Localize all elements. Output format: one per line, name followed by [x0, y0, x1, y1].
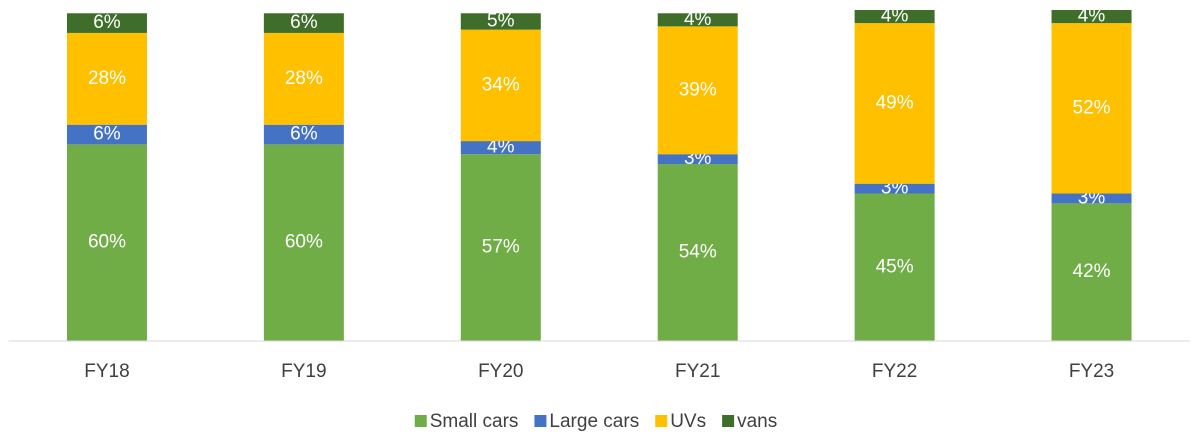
value-label: 4%: [881, 6, 909, 27]
legend-label: UVs: [670, 411, 706, 432]
value-label: 28%: [285, 68, 323, 89]
value-label: 52%: [1073, 97, 1111, 118]
bar-segment: [657, 164, 738, 341]
bar-segment: [66, 144, 147, 341]
bar-segment: [460, 29, 541, 142]
bar-segment: [657, 154, 738, 165]
bar-segment: [263, 144, 344, 341]
bar-segment: [657, 26, 738, 155]
value-label: 4%: [487, 137, 515, 158]
legend-swatch: [655, 415, 668, 427]
legend-swatch: [414, 415, 427, 427]
value-label: 6%: [93, 124, 121, 145]
value-label: 60%: [285, 232, 323, 253]
bar-segment: [854, 193, 935, 341]
bar-segment: [1051, 193, 1132, 204]
value-label: 45%: [876, 256, 914, 277]
x-tick-label: FY18: [84, 361, 129, 382]
value-label: 54%: [679, 242, 717, 263]
bar-segment: [657, 13, 738, 27]
value-label: 42%: [1073, 261, 1111, 282]
value-label: 5%: [487, 10, 515, 31]
x-tick-label: FY19: [281, 361, 326, 382]
legend-swatch: [534, 415, 547, 427]
legend-label: Large cars: [549, 411, 639, 432]
bar-segment: [854, 183, 935, 194]
value-label: 4%: [684, 9, 712, 30]
value-label: 39%: [679, 79, 717, 100]
bar-segment: [263, 124, 344, 145]
bar-segment: [854, 10, 935, 24]
value-label: 34%: [482, 74, 520, 95]
value-label: 4%: [1078, 6, 1106, 27]
x-tick-label: FY21: [675, 361, 720, 382]
bar-segment: [263, 13, 344, 33]
legend-swatch: [722, 415, 735, 427]
bar-segment: [460, 141, 541, 155]
value-label: 49%: [876, 92, 914, 113]
legend-label: vans: [737, 411, 777, 432]
bar-segment: [1051, 203, 1132, 341]
value-label: 6%: [93, 12, 121, 33]
value-label: 6%: [290, 124, 318, 145]
value-label: 57%: [482, 237, 520, 258]
bar-segment: [460, 154, 541, 341]
legend-label: Small cars: [430, 411, 519, 432]
bar-segment: [1051, 10, 1132, 24]
bar-segment: [66, 32, 147, 125]
bar-segment: [263, 32, 344, 125]
x-tick-label: FY22: [872, 361, 917, 382]
bar-segment: [1051, 23, 1132, 194]
value-label: 6%: [290, 12, 318, 33]
x-tick-label: FY20: [478, 361, 523, 382]
bar-segment: [460, 13, 541, 30]
bar-segment: [66, 124, 147, 145]
bar-segment: [66, 13, 147, 33]
bar-segment: [854, 23, 935, 184]
value-label: 60%: [88, 232, 126, 253]
value-label: 28%: [88, 68, 126, 89]
x-tick-label: FY23: [1069, 361, 1114, 382]
